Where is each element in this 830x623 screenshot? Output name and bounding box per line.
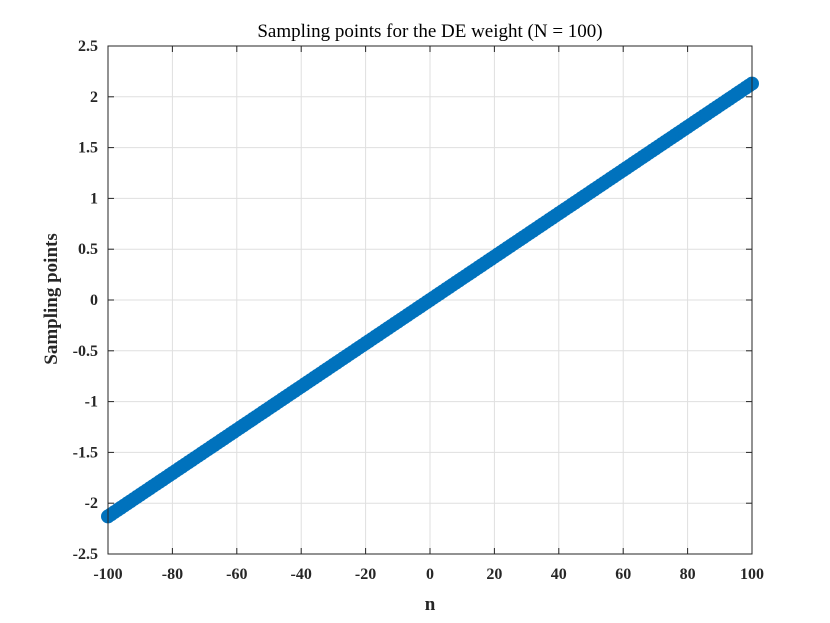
x-tick-label: -100 xyxy=(93,566,122,583)
x-tick-label: 40 xyxy=(551,566,567,583)
y-tick-label: 1.5 xyxy=(78,140,98,157)
chart-title: Sampling points for the DE weight (N = 1… xyxy=(257,21,602,42)
x-axis-label: n xyxy=(425,594,436,615)
y-tick-label: -2.5 xyxy=(73,546,98,563)
y-tick-label: -0.5 xyxy=(73,343,98,360)
y-tick-labels: -2.5 -2 -1.5 -1 -0.5 0 0.5 1 1.5 2 2.5 xyxy=(73,38,98,563)
x-tick-label: -80 xyxy=(162,566,183,583)
x-tick-label: -60 xyxy=(226,566,247,583)
y-tick-label: -2 xyxy=(85,495,98,512)
y-tick-label: 1 xyxy=(90,190,98,207)
y-tick-label: 0 xyxy=(90,292,98,309)
x-tick-label: 60 xyxy=(615,566,631,583)
x-tick-label: 0 xyxy=(426,566,434,583)
x-tick-label: 80 xyxy=(680,566,696,583)
x-tick-labels: -100 -80 -60 -40 -20 0 20 40 60 80 100 xyxy=(93,566,764,583)
x-tick-label: 20 xyxy=(486,566,502,583)
y-tick-label: 2 xyxy=(90,89,98,106)
y-tick-label: -1.5 xyxy=(73,444,98,461)
x-tick-label: 100 xyxy=(740,566,764,583)
axis-ticks xyxy=(107,45,753,555)
x-tick-label: -40 xyxy=(291,566,312,583)
y-axis-label: Sampling points xyxy=(41,233,62,364)
x-tick-label: -20 xyxy=(355,566,376,583)
y-tick-label: 0.5 xyxy=(78,241,98,258)
data-points xyxy=(101,76,759,524)
y-tick-label: 2.5 xyxy=(78,38,98,55)
y-tick-label: -1 xyxy=(85,394,98,411)
